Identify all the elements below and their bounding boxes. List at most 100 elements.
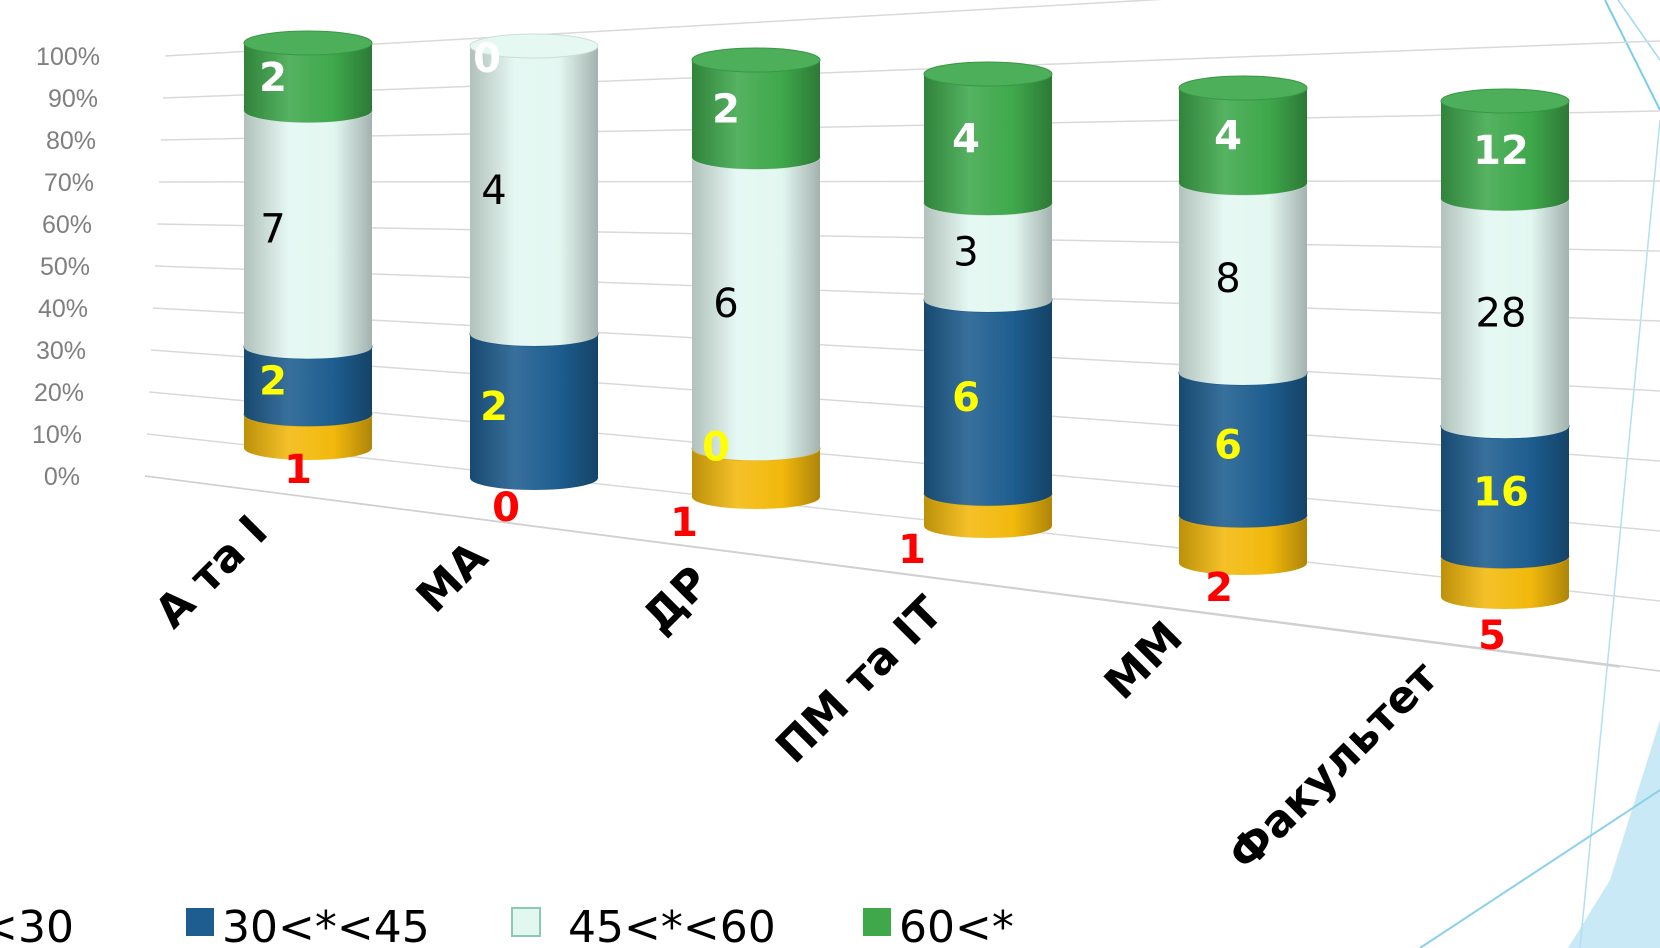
gridline-60 xyxy=(156,223,1660,252)
y-axis: 0% 10% 20% 30% 40% 50% 60% 70% 80% 90% 100% xyxy=(32,43,100,491)
data-label: 28 xyxy=(1476,290,1527,336)
gridline-100 xyxy=(164,0,1164,57)
bar-stack: 0 2 4 0 xyxy=(469,33,599,531)
data-label: 6 xyxy=(713,281,738,327)
bar-segment-top xyxy=(1440,88,1570,114)
chart-gridlines xyxy=(144,0,1660,672)
legend-label: 30<*<45 xyxy=(222,902,430,948)
data-label: 0 xyxy=(473,36,501,82)
bar-segment xyxy=(924,300,1052,506)
bar-segment-top xyxy=(1178,75,1308,101)
data-label: 4 xyxy=(1214,114,1242,160)
bar-stack: 2 6 8 4 xyxy=(1178,75,1308,611)
bar-segment xyxy=(1441,198,1569,439)
bar-segment xyxy=(1441,101,1569,211)
legend-label: <30 xyxy=(0,902,74,948)
x-category-label: ДР xyxy=(633,557,720,644)
data-label: 16 xyxy=(1473,469,1529,515)
bar-segment-top xyxy=(691,47,821,73)
y-tick-label: 50% xyxy=(40,253,90,281)
bar-segment xyxy=(1179,88,1307,195)
chart-legend: <30 30<*<45 45<*<60 60<* xyxy=(0,902,1014,948)
x-category-label: Факультет xyxy=(1219,651,1448,880)
data-label: 6 xyxy=(952,375,980,421)
slide-decoration xyxy=(1419,0,1660,948)
data-label: 4 xyxy=(952,117,980,163)
bar-segment xyxy=(924,203,1052,312)
data-label: 0 xyxy=(702,424,730,470)
y-tick-label: 30% xyxy=(36,337,86,365)
bar-segment-top xyxy=(923,61,1053,87)
legend-label: 45<*<60 xyxy=(568,902,776,948)
bar-segment xyxy=(924,74,1052,216)
decor-line-bottom xyxy=(1419,789,1660,948)
bar-segment xyxy=(470,46,598,346)
bar-segment xyxy=(924,493,1052,538)
data-label: 2 xyxy=(1205,565,1233,611)
bar-segment xyxy=(244,43,372,123)
data-label: 1 xyxy=(898,527,926,573)
data-label: 1 xyxy=(670,500,698,546)
y-tick-label: 40% xyxy=(38,295,88,323)
data-label: 2 xyxy=(480,384,508,430)
decor-shape-bottom-right xyxy=(1568,720,1660,948)
bar-segment xyxy=(1441,556,1569,609)
gridline-40 xyxy=(152,307,1660,392)
gridline-10 xyxy=(146,433,1660,602)
bar-segment xyxy=(1179,515,1307,575)
legend-label: 60<* xyxy=(899,902,1014,948)
legend-swatch xyxy=(863,908,891,936)
bar-segment xyxy=(244,110,372,359)
bar-segment xyxy=(1179,373,1307,528)
gridline-80 xyxy=(160,110,1660,141)
x-category-label: МА xyxy=(407,532,498,623)
data-label: 2 xyxy=(259,55,287,101)
data-label: 7 xyxy=(260,207,285,253)
bar-segment xyxy=(244,414,372,460)
bar-segment-top xyxy=(469,33,599,59)
y-tick-label: 80% xyxy=(46,127,96,155)
bar-segment xyxy=(692,448,820,509)
data-label: 2 xyxy=(712,87,740,133)
y-tick-label: 60% xyxy=(42,211,92,239)
data-label: 4 xyxy=(481,168,506,214)
y-tick-label: 20% xyxy=(34,379,84,407)
decor-line-top-2 xyxy=(1617,0,1660,61)
gridline-50 xyxy=(154,265,1660,322)
data-label: 0 xyxy=(492,485,520,531)
bar-segment-top xyxy=(243,30,373,56)
data-label: 2 xyxy=(259,359,287,405)
bar-segment xyxy=(1179,183,1307,385)
data-label: 3 xyxy=(953,230,978,276)
decor-line-top xyxy=(1604,0,1660,111)
bar-segment xyxy=(244,346,372,427)
y-tick-label: 100% xyxy=(36,43,100,71)
y-tick-label: 10% xyxy=(32,421,82,449)
bar-segment xyxy=(692,60,820,170)
gridline-90 xyxy=(162,40,1660,99)
bar-segment xyxy=(470,334,598,490)
gridline-20 xyxy=(148,391,1660,532)
gridline-30 xyxy=(150,349,1660,462)
x-category-label: ПМ та ІТ xyxy=(766,587,953,774)
x-category-label: А та І xyxy=(145,506,277,638)
gridline-70 xyxy=(158,180,1660,183)
floor-edge xyxy=(144,475,1621,668)
y-tick-label: 0% xyxy=(44,463,80,491)
bar-stack: 10 6 2 xyxy=(670,47,821,546)
data-label: 12 xyxy=(1473,128,1529,174)
legend-swatch xyxy=(186,908,214,936)
x-category-label: ММ xyxy=(1095,612,1193,710)
data-label: 8 xyxy=(1215,256,1240,302)
data-label: 6 xyxy=(1214,422,1242,468)
y-tick-label: 90% xyxy=(48,85,98,113)
bar-segment xyxy=(692,157,820,461)
legend-swatch xyxy=(511,907,541,937)
bar-segment xyxy=(1441,426,1569,569)
data-label: 1 xyxy=(284,447,312,493)
bar-stack: 5 16 28 12 xyxy=(1440,88,1570,659)
